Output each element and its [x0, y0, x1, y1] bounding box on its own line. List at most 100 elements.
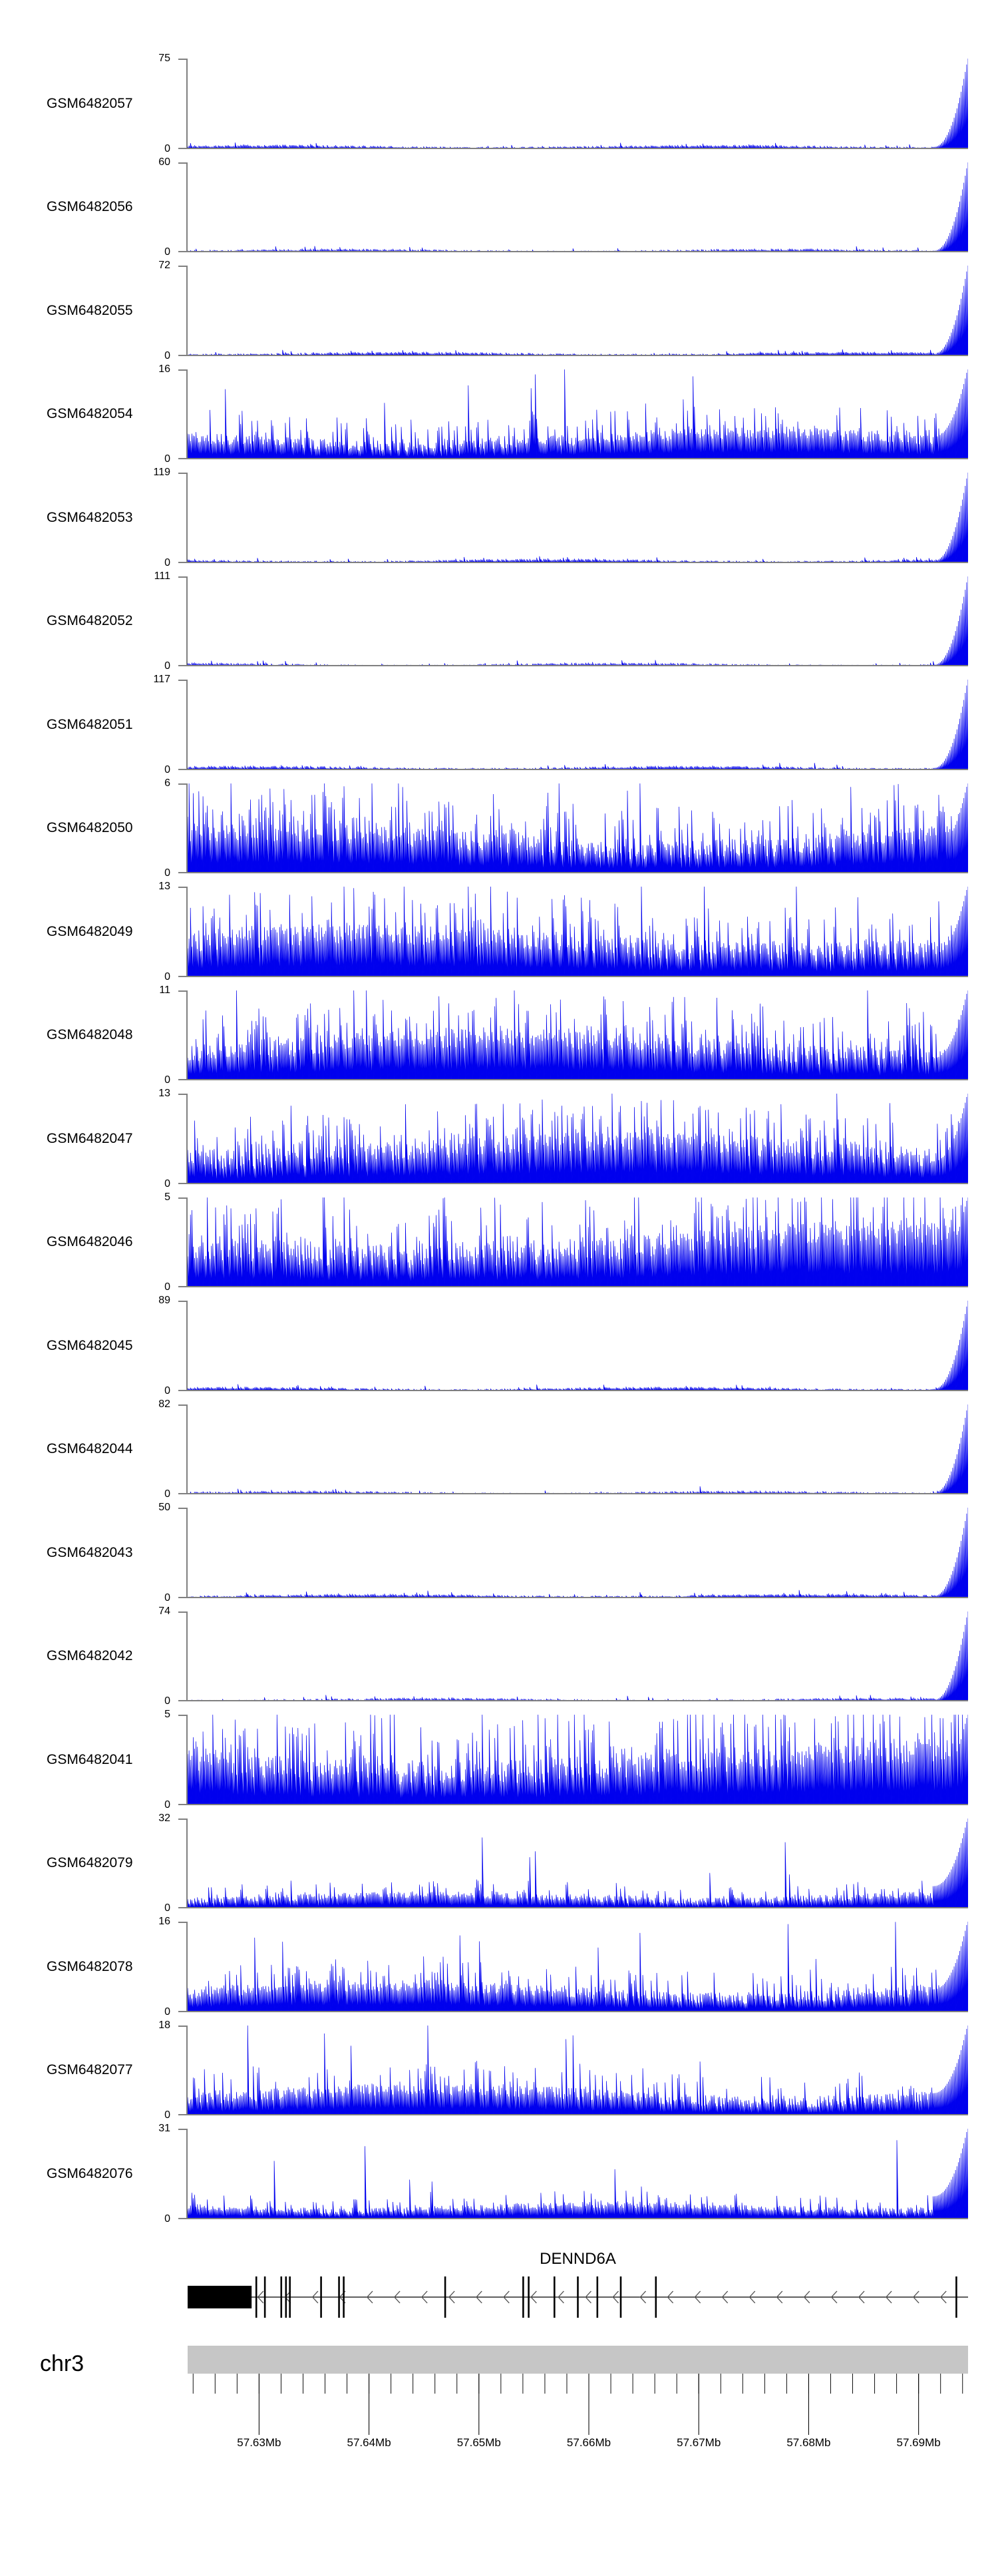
y-axis-tick-max	[178, 162, 188, 164]
coverage-plot[interactable]	[188, 887, 968, 977]
y-axis-tick-min	[178, 2010, 188, 2012]
y-axis-max-label: 60	[158, 156, 170, 168]
y-axis-spine	[186, 1508, 188, 1598]
gene-model-track[interactable]	[188, 2274, 968, 2320]
coverage-plot[interactable]	[188, 783, 968, 873]
y-axis-spine	[186, 887, 188, 977]
coverage-plot[interactable]	[188, 2129, 968, 2219]
track-y-axis: 119 0	[153, 467, 188, 568]
coverage-track-row[interactable]: GSM6482044 82 0	[0, 1398, 998, 1502]
y-axis-min-label: 0	[164, 246, 170, 258]
coverage-track-row[interactable]: GSM6482079 32 0	[0, 1812, 998, 1916]
coverage-track-row[interactable]: GSM6482055 72 0	[0, 259, 998, 363]
coverage-plot[interactable]	[188, 2025, 968, 2115]
y-axis-tick-max	[178, 1611, 188, 1613]
coverage-track-row[interactable]: GSM6482052 111 0	[0, 570, 998, 674]
y-axis-max-label: 119	[153, 467, 170, 478]
y-axis-min-label: 0	[164, 1281, 170, 1293]
track-sample-label: GSM6482052	[47, 613, 133, 629]
coverage-plot[interactable]	[188, 1818, 968, 1908]
track-y-axis: 16 0	[158, 363, 188, 465]
coverage-plot[interactable]	[188, 576, 968, 666]
coverage-plot[interactable]	[188, 473, 968, 563]
y-axis-tick-max	[178, 2129, 188, 2130]
track-baseline	[188, 561, 968, 563]
y-axis-spine	[186, 1094, 188, 1184]
y-axis-max-label: 13	[158, 1088, 170, 1099]
ruler-tick-label: 57.67Mb	[677, 2436, 721, 2449]
coverage-plot[interactable]	[188, 369, 968, 459]
y-axis-tick-max	[178, 1197, 188, 1199]
y-axis-min-label: 0	[164, 660, 170, 672]
y-axis-spine	[186, 1301, 188, 1391]
chromosome-bar[interactable]	[188, 2346, 968, 2374]
coverage-plot[interactable]	[188, 59, 968, 149]
track-baseline	[188, 1700, 968, 1701]
coverage-track-row[interactable]: GSM6482042 74 0	[0, 1605, 998, 1709]
y-axis-tick-min	[178, 1182, 188, 1184]
y-axis-max-label: 74	[158, 1605, 170, 1617]
coverage-plot[interactable]	[188, 680, 968, 770]
track-sample-label: GSM6482056	[47, 199, 133, 215]
track-y-axis: 74 0	[158, 1606, 188, 1707]
y-axis-tick-min	[178, 1493, 188, 1494]
y-axis-tick-max	[178, 1094, 188, 1095]
coverage-plot[interactable]	[188, 990, 968, 1080]
coverage-plot[interactable]	[188, 1404, 968, 1494]
ruler-tick-label: 57.64Mb	[347, 2436, 391, 2449]
coverage-track-row[interactable]: GSM6482050 6 0	[0, 777, 998, 881]
track-sample-label: GSM6482054	[47, 406, 133, 422]
y-axis-max-label: 18	[158, 2019, 170, 2031]
coverage-plot[interactable]	[188, 266, 968, 356]
coverage-plot[interactable]	[188, 1922, 968, 2012]
coverage-track-row[interactable]: GSM6482077 18 0	[0, 2019, 998, 2123]
coverage-plot[interactable]	[188, 1508, 968, 1598]
y-axis-tick-max	[178, 887, 188, 888]
coverage-track-row[interactable]: GSM6482049 13 0	[0, 880, 998, 984]
y-axis-tick-min	[178, 872, 188, 873]
coverage-tracks-container: GSM6482057 75 0 GSM6482056 60 0 GSM6482055 72 0 G…	[0, 52, 998, 2226]
coverage-plot[interactable]	[188, 1094, 968, 1184]
gene-model-panel: DENND6A	[0, 2250, 998, 2323]
coverage-plot[interactable]	[188, 1197, 968, 1287]
ruler-tick-labels: 57.63Mb 57.64Mb 57.65Mb 57.66Mb 57.67Mb 57.68…	[188, 2436, 968, 2456]
coverage-track-row[interactable]: GSM6482057 75 0	[0, 52, 998, 156]
coverage-plot[interactable]	[188, 1715, 968, 1805]
y-axis-min-label: 0	[164, 142, 170, 154]
coverage-track-row[interactable]: GSM6482043 50 0	[0, 1501, 998, 1605]
coverage-plot[interactable]	[188, 162, 968, 252]
track-sample-label: GSM6482079	[47, 1855, 133, 1871]
coverage-track-row[interactable]: GSM6482048 11 0	[0, 984, 998, 1088]
y-axis-max-label: 32	[158, 1812, 170, 1824]
coverage-track-row[interactable]: GSM6482056 60 0	[0, 156, 998, 260]
y-axis-max-label: 6	[164, 777, 170, 789]
coverage-track-row[interactable]: GSM6482046 5 0	[0, 1191, 998, 1295]
y-axis-tick-min	[178, 354, 188, 356]
coverage-track-row[interactable]: GSM6482076 31 0	[0, 2122, 998, 2226]
coverage-plot[interactable]	[188, 1301, 968, 1391]
coverage-track-row[interactable]: GSM6482078 16 0	[0, 1915, 998, 2019]
track-sample-label: GSM6482048	[47, 1027, 133, 1043]
y-axis-spine	[186, 1818, 188, 1908]
track-y-axis: 111 0	[154, 570, 188, 672]
coverage-track-row[interactable]: GSM6482047 13 0	[0, 1087, 998, 1191]
track-baseline	[188, 2217, 968, 2219]
coverage-plot[interactable]	[188, 1611, 968, 1701]
y-axis-max-label: 16	[158, 1916, 170, 1927]
y-axis-tick-max	[178, 473, 188, 474]
chromosome-panel: chr3 57.63Mb 57.64Mb 57.65Mb 57.66Mb 57.67Mb…	[0, 2336, 998, 2503]
y-axis-tick-min	[178, 2217, 188, 2219]
coverage-track-row[interactable]: GSM6482051 117 0	[0, 673, 998, 777]
coverage-track-row[interactable]: GSM6482041 5 0	[0, 1708, 998, 1812]
y-axis-spine	[186, 1197, 188, 1287]
y-axis-max-label: 11	[159, 984, 170, 996]
y-axis-min-label: 0	[164, 1592, 170, 1604]
coverage-track-row[interactable]: GSM6482054 16 0	[0, 363, 998, 467]
y-axis-max-label: 111	[154, 570, 170, 582]
y-axis-spine	[186, 2129, 188, 2219]
coverage-track-row[interactable]: GSM6482053 119 0	[0, 466, 998, 570]
track-y-axis: 82 0	[158, 1398, 188, 1500]
coverage-track-row[interactable]: GSM6482045 89 0	[0, 1294, 998, 1398]
